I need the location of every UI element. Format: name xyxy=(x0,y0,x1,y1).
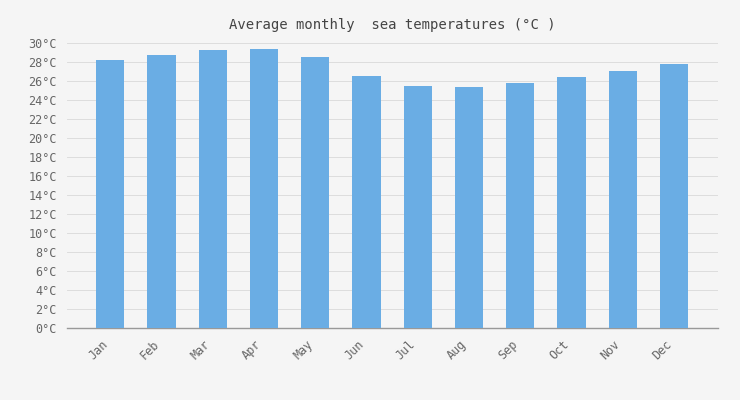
Bar xyxy=(352,76,380,328)
Bar xyxy=(147,55,175,328)
Bar xyxy=(660,64,688,328)
Bar xyxy=(455,86,483,328)
Bar xyxy=(609,71,637,328)
Title: Average monthly  sea temperatures (°C ): Average monthly sea temperatures (°C ) xyxy=(229,18,556,32)
Bar xyxy=(506,83,534,328)
Bar xyxy=(301,57,329,328)
Bar xyxy=(96,60,124,328)
Bar xyxy=(199,50,227,328)
Bar xyxy=(404,86,432,328)
Bar xyxy=(250,48,278,328)
Bar xyxy=(557,77,585,328)
